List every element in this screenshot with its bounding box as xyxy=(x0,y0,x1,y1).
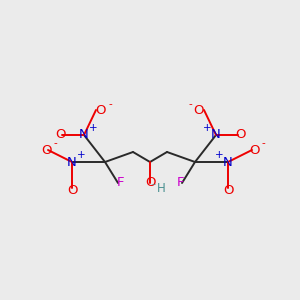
Text: O: O xyxy=(41,143,51,157)
Text: O: O xyxy=(96,103,106,116)
Text: +: + xyxy=(215,150,223,160)
Text: O: O xyxy=(223,184,233,196)
Text: N: N xyxy=(67,155,77,169)
Text: -: - xyxy=(261,138,265,148)
Text: O: O xyxy=(194,103,204,116)
Text: -: - xyxy=(108,99,112,109)
Text: H: H xyxy=(157,182,165,196)
Text: +: + xyxy=(203,123,211,133)
Text: F: F xyxy=(116,176,124,190)
Text: -: - xyxy=(188,99,192,109)
Text: +: + xyxy=(89,123,97,133)
Text: O: O xyxy=(67,184,77,196)
Text: +: + xyxy=(77,150,85,160)
Text: -: - xyxy=(53,138,57,148)
Text: O: O xyxy=(55,128,65,142)
Text: O: O xyxy=(249,143,259,157)
Text: N: N xyxy=(223,155,233,169)
Text: O: O xyxy=(235,128,245,142)
Text: O: O xyxy=(145,176,155,190)
Text: F: F xyxy=(176,176,184,190)
Text: ⁻: ⁻ xyxy=(150,182,156,192)
Text: N: N xyxy=(79,128,89,142)
Text: N: N xyxy=(211,128,221,142)
